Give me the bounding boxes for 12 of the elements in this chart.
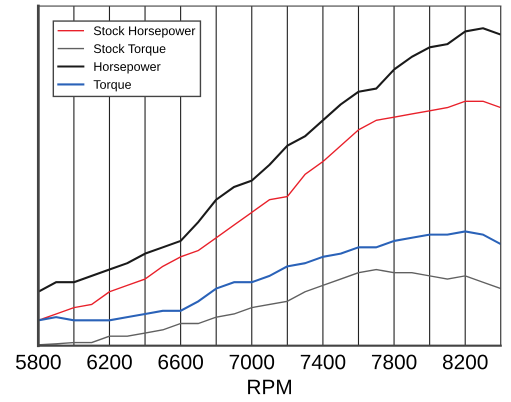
x-tick-label: 7400 [300, 354, 346, 370]
legend-label: Stock Horsepower [94, 26, 196, 38]
x-tick-label: 8200 [442, 354, 488, 370]
x-tick-label: 6200 [87, 354, 132, 370]
x-tick-label: 7800 [372, 354, 416, 370]
legend-label: Stock Torque [94, 44, 166, 56]
x-axis-title: RPM [248, 380, 291, 394]
legend-label: Horsepower [94, 62, 161, 74]
x-tick-label: 5800 [16, 354, 61, 370]
x-tick-label: 6600 [158, 354, 203, 370]
legend-label: Torque [94, 80, 131, 92]
x-tick-label: 7000 [230, 354, 274, 370]
